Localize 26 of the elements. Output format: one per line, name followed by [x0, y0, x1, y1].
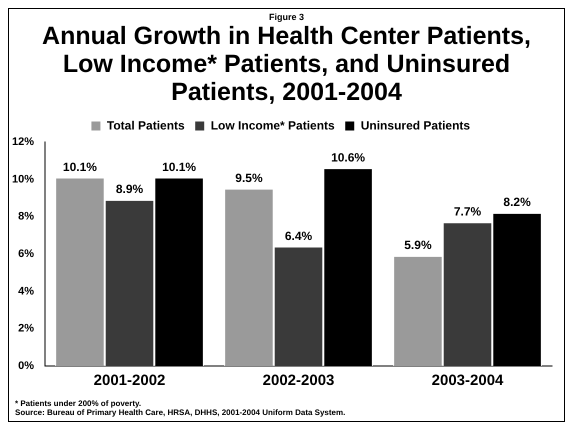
- text: * Patients under 200% of poverty.: [15, 399, 142, 408]
- text: 9.5%: [235, 170, 263, 185]
- x-tick-label: 2002-2003: [262, 372, 334, 390]
- text: 5.9%: [404, 238, 432, 252]
- chart-subtitle: Figure 3: [268, 12, 305, 22]
- legend-label: Total Patients: [106, 118, 186, 132]
- legend-label: Low Income* Patients: [210, 118, 336, 132]
- text: 6.4%: [284, 228, 312, 243]
- x-tick-label: 2001-2002: [94, 372, 166, 390]
- text: 10.6%: [331, 150, 366, 164]
- x-tick-label: 2003-2004: [432, 372, 504, 390]
- chart-title: Annual Growth in Health Center Patients, Low Income* Patients, and Uninsured Patients, 2001-2004: [41, 22, 532, 106]
- source-note: Source: Bureau of Primary Health Care, HRSA, DHHS, 2001-2004 Uniform Data System.: [15, 408, 346, 417]
- text: 8.2%: [503, 195, 531, 210]
- text: 10.1%: [62, 160, 97, 174]
- legend-label: Uninsured Patients: [360, 118, 470, 132]
- y-tick-label: 2%: [18, 322, 34, 335]
- y-tick-label: 6%: [18, 248, 34, 260]
- y-tick-label: 8%: [18, 210, 34, 223]
- y-tick-label: 4%: [18, 285, 34, 298]
- text: 8.9%: [116, 182, 144, 196]
- y-tick-label: 10%: [12, 173, 34, 186]
- text: 10.1%: [162, 160, 196, 174]
- y-tick-label: 12%: [12, 136, 34, 148]
- text: 7.7%: [454, 204, 482, 219]
- y-tick-label: 0%: [18, 360, 34, 372]
